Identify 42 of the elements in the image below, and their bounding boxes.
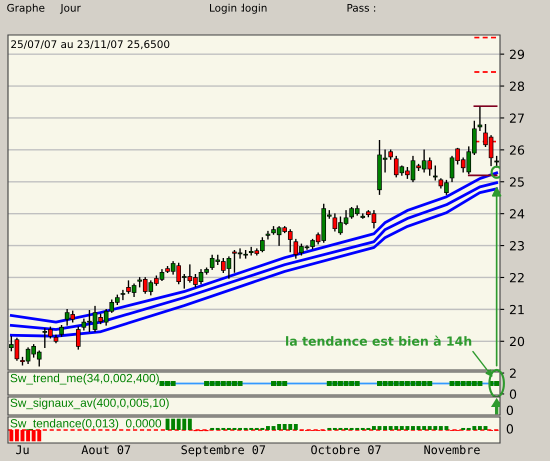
text: login xyxy=(242,4,266,14)
bar xyxy=(433,426,438,430)
bar xyxy=(294,424,298,430)
y-tick-label: 26 xyxy=(510,145,524,155)
y-tick-label: 27 xyxy=(510,113,524,123)
bar xyxy=(394,426,398,430)
bar xyxy=(188,418,192,430)
text: Pass : xyxy=(348,4,376,12)
candlestick xyxy=(243,250,248,259)
chart-title: Sw_trend_me(34,0,002,400) xyxy=(10,374,159,385)
bar xyxy=(182,418,186,430)
text: Graphe xyxy=(7,4,44,14)
x-tick-label: Novembre xyxy=(424,445,480,454)
bar xyxy=(428,426,432,430)
text: Login : xyxy=(210,4,243,14)
y-tick-label: 20 xyxy=(510,336,524,346)
x-tick-label: Octobre 07 xyxy=(311,445,381,454)
candlestick xyxy=(120,290,126,300)
y-tick-label: 22 xyxy=(510,272,524,282)
candlestick xyxy=(432,165,438,181)
y-tick-label: 21 xyxy=(510,304,524,314)
text: Sw_signaux_av(400,0,005,10) xyxy=(10,398,169,410)
x-tick-label: Septembre 07 xyxy=(181,445,266,456)
chart-title: Sw_tendance(0,013) 0,0000 xyxy=(10,418,162,430)
y-tick-label: 29 xyxy=(510,50,524,60)
y-tick-label: 0 xyxy=(510,389,516,399)
candlestick xyxy=(59,324,64,337)
text: Jour xyxy=(60,4,81,14)
y-tick-label: 25 xyxy=(510,177,524,187)
y-tick-label: 23 xyxy=(510,241,524,250)
candlestick xyxy=(388,150,393,160)
x-tick-label: Ju xyxy=(16,445,29,454)
candlestick xyxy=(54,334,58,344)
candlestick xyxy=(76,326,81,350)
candlestick xyxy=(478,106,482,132)
chart-title: 25/07/07 au 23/11/07 25,6500 xyxy=(11,40,170,50)
y-tick-label: 28 xyxy=(510,82,524,91)
candlestick xyxy=(360,213,366,219)
y-tick-label: 24 xyxy=(510,209,524,218)
x-tick-label: Aout 07 xyxy=(82,445,130,454)
annotation: la tendance est bien à 14h xyxy=(286,336,472,346)
y-tick-label: 2 xyxy=(510,368,516,378)
